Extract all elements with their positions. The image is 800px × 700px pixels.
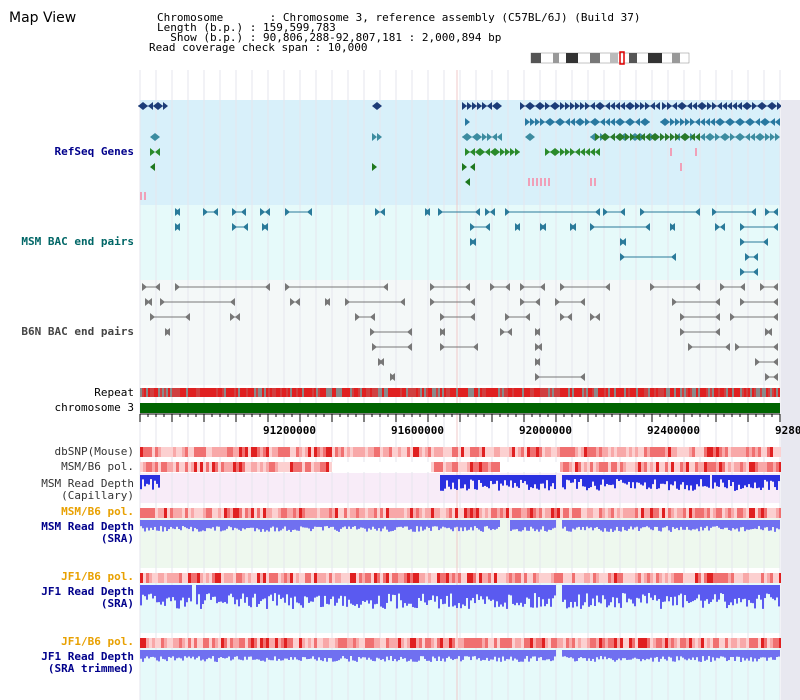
msm-read-depth-sra-sub: (SRA) (100, 532, 134, 545)
feature-glyphs[interactable] (138, 102, 782, 662)
axis-tick-label: 91200000 (263, 424, 316, 437)
jf1-read-depth-sra-sub: (SRA) (100, 597, 134, 610)
vertical-scrollbar[interactable] (781, 100, 800, 700)
msm-bac-label: MSM BAC end pairs (21, 235, 134, 248)
refseq-genes-label: RefSeq Genes (54, 145, 134, 158)
chromosome-label: chromosome 3 (54, 401, 134, 414)
msm-b6-pol-label: MSM/B6 pol. (61, 460, 134, 473)
jf1-b6-pol-2-label: JF1/B6 pol. (61, 635, 134, 648)
msm-b6-pol-sra-label: MSM/B6 pol. (61, 505, 134, 518)
jf1-b6-pol-label: JF1/B6 pol. (61, 570, 134, 583)
chromosome-ideogram[interactable] (530, 51, 690, 65)
msm-read-depth-capillary-label: MSM Read Depth (41, 477, 134, 490)
dbsnp-label: dbSNP(Mouse) (54, 445, 134, 458)
axis-tick-label: 92400000 (647, 424, 700, 437)
axis-tick-label: 92000000 (519, 424, 572, 437)
show-info: Show (b.p.) : 90,806,288-92,807,181 : 2,… (157, 31, 502, 44)
axis-tick-label: 9280 (775, 424, 800, 437)
b6n-bac-label: B6N BAC end pairs (21, 325, 134, 338)
coverage-info: Read coverage check span : 10,000 (149, 41, 368, 54)
length-info: Length (b.p.) : 159,599,783 (157, 21, 336, 34)
position-axis (139, 413, 781, 422)
jf1-read-depth-trimmed-sub: (SRA trimmed) (47, 662, 134, 675)
msm-read-depth-sra-label: MSM Read Depth (41, 520, 134, 533)
jf1-read-depth-trimmed-label: JF1 Read Depth (41, 650, 134, 663)
msm-read-depth-capillary-sub: (Capillary) (61, 489, 134, 502)
axis-tick-label: 91600000 (391, 424, 444, 437)
page-title: Map View (9, 10, 77, 26)
chromosome-info: Chromosome : Chromosome 3, reference ass… (157, 11, 641, 24)
repeat-label: Repeat (94, 386, 134, 399)
jf1-read-depth-sra-label: JF1 Read Depth (41, 585, 134, 598)
